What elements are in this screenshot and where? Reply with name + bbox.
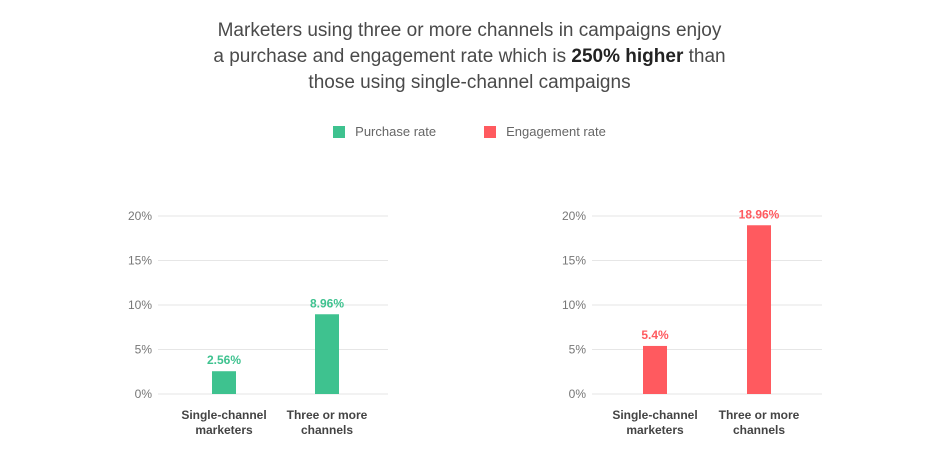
- purchase-y-tick-label: 20%: [128, 209, 152, 223]
- purchase-data-label: 2.56%: [207, 353, 241, 367]
- purchase-y-tick-label: 10%: [128, 298, 152, 312]
- purchase-y-tick-label: 15%: [128, 254, 152, 268]
- purchase-x-category-label: Single-channel: [181, 408, 266, 422]
- legend-swatch-engagement: [484, 125, 497, 138]
- chart-headline: Marketers using three or more channels i…: [0, 18, 939, 96]
- headline-line-3: those using single-channel campaigns: [308, 72, 631, 93]
- headline-line-2: a purchase and engagement rate which is …: [0, 44, 939, 70]
- headline-line-2-end: than: [683, 46, 726, 67]
- legend-item-engagement-rate: Engagement rate: [484, 124, 606, 139]
- legend-swatch-purchase: [333, 125, 346, 138]
- purchase-x-category-label: channels: [301, 423, 353, 437]
- chart-legend: Purchase rate Engagement rate: [0, 124, 939, 139]
- purchase-bar: [315, 314, 339, 394]
- legend-label-purchase: Purchase rate: [355, 124, 437, 139]
- legend-item-purchase-rate: Purchase rate: [333, 124, 436, 139]
- headline-line-2-start: a purchase and engagement rate which is: [213, 46, 572, 67]
- purchase-x-category-label: Three or more: [287, 408, 368, 422]
- purchase-data-label: 8.96%: [310, 296, 344, 310]
- purchase-bar: [212, 371, 236, 394]
- legend-label-engagement: Engagement rate: [506, 124, 606, 139]
- headline-emphasis: 250% higher: [571, 46, 684, 67]
- purchase-y-tick-label: 5%: [135, 343, 153, 357]
- purchase-y-tick-label: 0%: [135, 387, 153, 401]
- headline-line-1: Marketers using three or more channels i…: [217, 20, 722, 41]
- purchase-x-category-label: marketers: [195, 423, 253, 437]
